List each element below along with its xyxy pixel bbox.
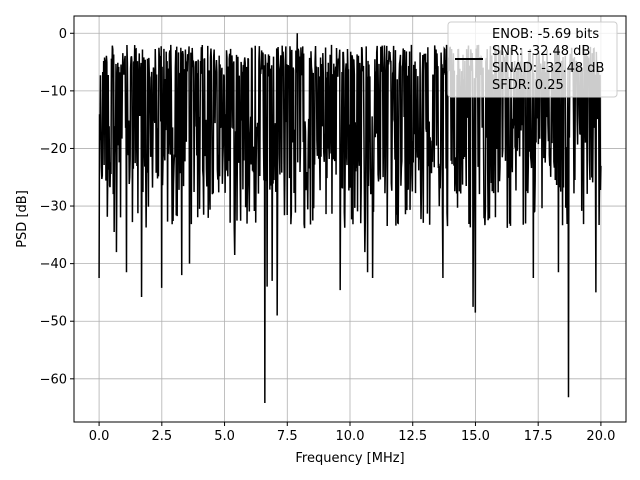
legend: ENOB: -5.69 bits SNR: -32.48 dB SINAD: -… bbox=[447, 21, 618, 98]
y-tick-label: −40 bbox=[40, 257, 67, 272]
legend-enob: ENOB: -5.69 bits bbox=[492, 27, 599, 42]
x-tick-label: 7.5 bbox=[277, 429, 298, 444]
psd-series bbox=[98, 33, 602, 404]
psd-line bbox=[98, 33, 602, 404]
legend-box bbox=[447, 21, 618, 98]
x-tick-label: 17.5 bbox=[524, 429, 553, 444]
legend-snr: SNR: -32.48 dB bbox=[492, 44, 590, 59]
legend-sfdr: SFDR: 0.25 bbox=[492, 78, 564, 93]
x-tick-label: 0.0 bbox=[89, 429, 110, 444]
x-tick-label: 5.0 bbox=[214, 429, 235, 444]
y-tick-label: −10 bbox=[40, 84, 67, 99]
x-tick-label: 15.0 bbox=[461, 429, 490, 444]
y-tick-label: 0 bbox=[59, 27, 67, 42]
legend-sinad: SINAD: -32.48 dB bbox=[492, 61, 604, 76]
y-tick-label: −20 bbox=[40, 142, 67, 157]
x-tick-label: 2.5 bbox=[151, 429, 172, 444]
y-tick-label: −60 bbox=[40, 372, 67, 387]
x-tick-label: 20.0 bbox=[586, 429, 615, 444]
y-tick-label: −50 bbox=[40, 315, 67, 330]
x-tick-label: 12.5 bbox=[398, 429, 427, 444]
y-tick-label: −30 bbox=[40, 200, 67, 215]
axis-ticks: 0.0 2.5 5.0 7.5 10.0 12.5 15.0 17.5 20.0 0 −10 −20 −… bbox=[40, 27, 616, 444]
x-axis-label: Frequency [MHz] bbox=[295, 451, 404, 466]
y-axis-label: PSD [dB] bbox=[15, 190, 30, 248]
x-tick-label: 10.0 bbox=[336, 429, 365, 444]
